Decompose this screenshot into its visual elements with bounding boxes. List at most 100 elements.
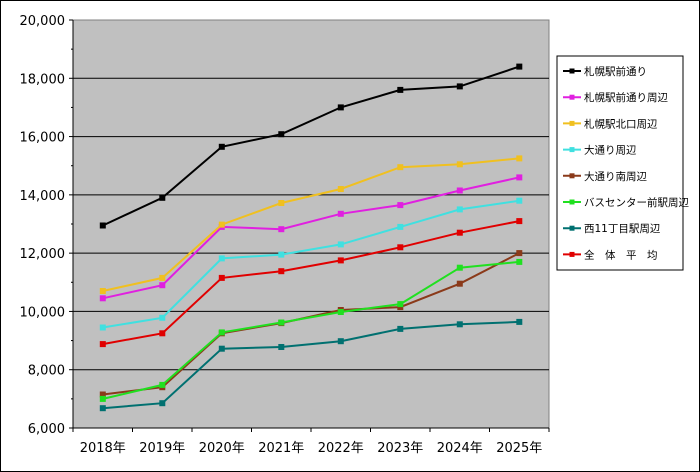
series-6 — [99, 258, 523, 402]
data-point — [159, 282, 166, 289]
legend-swatch-marker — [569, 225, 575, 231]
x-tick-label: 2020年 — [199, 441, 245, 456]
legend-swatch-marker — [569, 147, 575, 153]
legend: 札幌駅前通り札幌駅前通り周辺札幌駅北口周辺大通り周辺大通り南周辺バスセンター前駅… — [556, 55, 689, 271]
series-8 — [99, 218, 523, 348]
data-point — [278, 226, 285, 233]
gridlines — [73, 77, 549, 371]
series-lines — [99, 63, 523, 412]
data-point — [99, 295, 106, 302]
y-tick-label: 10,000 — [20, 305, 66, 320]
x-tick-label: 2022年 — [318, 441, 364, 456]
legend-label: 全 体 平 均 — [584, 248, 658, 261]
data-point — [99, 395, 106, 402]
data-point — [278, 344, 285, 350]
data-point — [337, 338, 344, 345]
legend-item: 札幌駅前通り — [563, 65, 647, 78]
data-point — [218, 274, 225, 281]
series-line — [102, 260, 520, 400]
legend-swatch-marker — [569, 173, 575, 179]
legend-label: 西11丁目駅周辺 — [584, 223, 661, 235]
data-point — [159, 330, 166, 337]
series-1 — [99, 63, 523, 229]
legend-label: 札幌駅前通り周辺 — [584, 91, 668, 104]
data-point — [516, 63, 523, 70]
series-line — [102, 176, 520, 300]
data-point — [456, 264, 463, 271]
data-point — [99, 288, 106, 294]
data-point — [278, 131, 285, 138]
data-point — [397, 202, 404, 209]
data-point — [218, 345, 225, 352]
data-point — [99, 324, 106, 331]
data-point — [456, 161, 463, 168]
data-point — [278, 200, 285, 206]
series-line — [102, 157, 520, 292]
data-point — [337, 186, 344, 192]
data-point — [159, 314, 166, 321]
y-tick-label: 18,000 — [20, 72, 66, 87]
data-point — [218, 221, 225, 228]
data-point — [218, 255, 225, 262]
data-point — [456, 206, 463, 213]
series-line — [102, 220, 520, 346]
data-point — [397, 244, 404, 251]
series-3 — [99, 155, 523, 294]
legend-swatch-marker — [569, 199, 575, 205]
legend-label: バスセンター前駅周辺 — [584, 196, 689, 209]
y-tick-label: 16,000 — [20, 131, 66, 146]
legend-label: 大通り南周辺 — [584, 170, 647, 183]
data-point — [456, 321, 463, 328]
series-7 — [99, 318, 523, 412]
data-point — [99, 222, 106, 229]
data-point — [397, 86, 404, 93]
legend-item: 大通り周辺 — [563, 144, 637, 157]
data-point — [218, 329, 225, 336]
legend-item: 西11丁目駅周辺 — [563, 223, 661, 235]
data-point — [278, 319, 285, 326]
data-point — [516, 250, 523, 257]
data-point — [159, 274, 166, 281]
y-tick-label: 14,000 — [20, 189, 66, 204]
data-point — [397, 301, 404, 308]
data-point — [99, 341, 106, 348]
data-point — [456, 187, 463, 194]
x-tick-label: 2023年 — [377, 441, 423, 456]
legend-label: 大通り周辺 — [584, 144, 637, 157]
legend-item: 札幌駅前通り周辺 — [563, 91, 668, 104]
data-point — [516, 318, 523, 325]
data-point — [337, 104, 344, 111]
data-point — [278, 251, 285, 258]
data-point — [397, 223, 404, 230]
y-tick-labels: 6,000 8,000 10,000 12,000 14,000 16,000 18,000… — [20, 14, 66, 437]
data-point — [516, 258, 523, 265]
data-point — [456, 229, 463, 236]
legend-swatch-marker — [569, 68, 575, 74]
plot-area — [72, 19, 550, 429]
data-point — [456, 280, 463, 287]
legend-box — [556, 55, 684, 271]
x-tick-label: 2018年 — [80, 441, 126, 456]
data-point — [397, 325, 404, 332]
series-line — [102, 320, 520, 410]
data-point — [337, 309, 344, 315]
data-point — [337, 210, 344, 217]
data-point — [159, 381, 166, 388]
legend-item: 大通り南周辺 — [563, 170, 647, 183]
series-line — [102, 65, 520, 227]
x-tick-label: 2025年 — [496, 441, 542, 456]
axes — [69, 19, 550, 432]
data-point — [456, 83, 463, 90]
y-tick-label: 6,000 — [28, 422, 65, 437]
legend-item: 全 体 平 均 — [563, 248, 658, 261]
series-line — [102, 199, 520, 329]
y-tick-label: 20,000 — [20, 14, 66, 29]
x-tick-label: 2021年 — [258, 441, 304, 456]
legend-item: 札幌駅北口周辺 — [563, 117, 658, 130]
legend-label: 札幌駅前通り — [584, 65, 647, 78]
x-tick-label: 2024年 — [437, 441, 483, 456]
data-point — [159, 400, 166, 407]
legend-label: 札幌駅北口周辺 — [584, 117, 658, 130]
data-point — [218, 143, 225, 150]
legend-swatch-marker — [569, 120, 575, 126]
